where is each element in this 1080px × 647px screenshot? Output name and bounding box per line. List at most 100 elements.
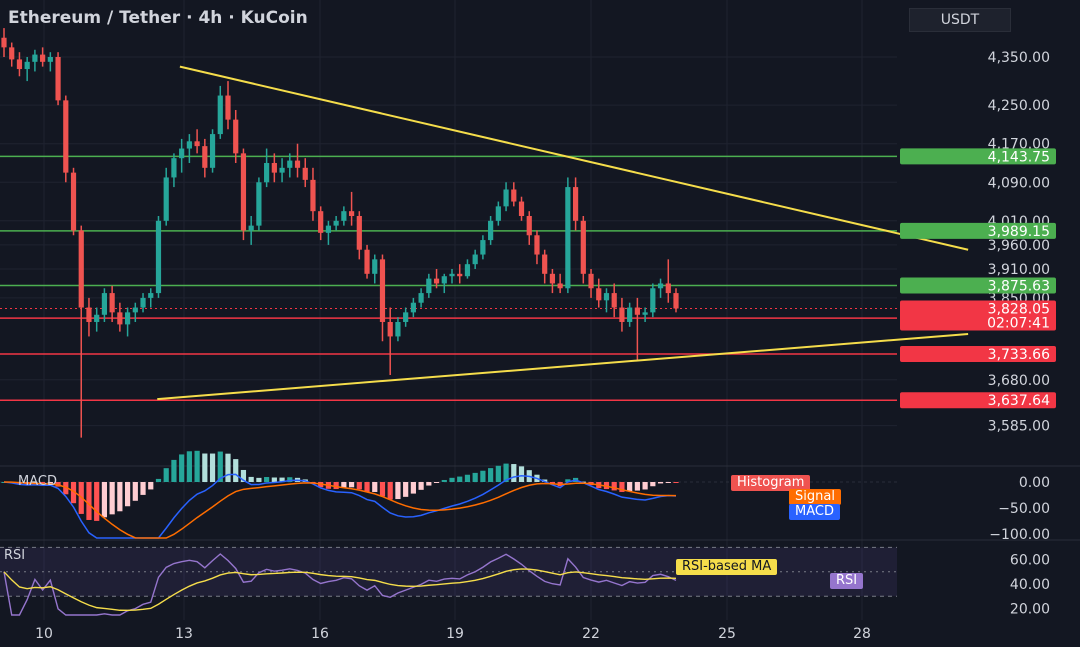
macd-histogram-bar bbox=[240, 469, 247, 482]
candle-body bbox=[140, 297, 146, 308]
macd-histogram-bar bbox=[627, 482, 633, 492]
rsi-ma-line bbox=[3, 568, 677, 612]
macd-histogram-bar bbox=[511, 464, 517, 482]
macd-histogram-bar bbox=[410, 482, 416, 494]
candle-body bbox=[634, 307, 640, 315]
candle-body bbox=[565, 187, 571, 289]
chart-title: Ethereum / Tether · 4h · KuCoin bbox=[8, 8, 308, 28]
macd-histogram-bar bbox=[186, 451, 192, 482]
candle-body bbox=[619, 307, 625, 322]
candle-body bbox=[148, 293, 154, 298]
macd-tick-label: 0.00 bbox=[1019, 475, 1050, 491]
level-tag-red: 3,637.64 bbox=[988, 393, 1050, 409]
macd-histogram-bar bbox=[457, 476, 463, 482]
candle-body bbox=[495, 206, 501, 221]
macd-histogram-bar bbox=[279, 477, 285, 482]
macd-title: MACD bbox=[18, 474, 57, 489]
macd-histogram-bar bbox=[209, 453, 216, 482]
candle-body bbox=[186, 141, 192, 149]
candle-body bbox=[403, 312, 409, 322]
macd-histogram-bar bbox=[47, 482, 53, 484]
level-tag-red-bg bbox=[900, 392, 1056, 409]
macd-histogram-bar bbox=[542, 479, 548, 482]
rsi-tick-label: 60.00 bbox=[1010, 553, 1050, 569]
macd-histogram-bar bbox=[155, 478, 162, 482]
macd-histogram-bar bbox=[650, 482, 656, 487]
candle-body bbox=[109, 293, 115, 313]
macd-histogram-bar bbox=[673, 482, 679, 483]
candle-body bbox=[318, 211, 324, 233]
candle-body bbox=[572, 187, 579, 221]
price-tick-label: 3,960.00 bbox=[988, 238, 1050, 254]
macd-histogram-bar bbox=[70, 482, 77, 504]
macd-histogram-bar bbox=[341, 482, 347, 488]
time-tick-label: 19 bbox=[446, 626, 464, 642]
time-tick-label: 10 bbox=[35, 626, 53, 642]
candle-body bbox=[511, 189, 517, 202]
price-tick-label: 3,585.00 bbox=[988, 419, 1050, 435]
candle-body bbox=[418, 293, 424, 303]
candle-body bbox=[611, 293, 617, 308]
macd-histogram-bar bbox=[264, 477, 270, 482]
macd-tick-label: −100.00 bbox=[989, 527, 1050, 543]
candle-body bbox=[387, 321, 393, 337]
candle-body bbox=[333, 220, 339, 226]
candle-body bbox=[472, 254, 478, 265]
macd-histogram-bar bbox=[634, 482, 640, 491]
macd-histogram-bar bbox=[333, 482, 339, 490]
legend-rsi: RSI bbox=[830, 573, 864, 589]
candle-body bbox=[372, 259, 378, 274]
macd-histogram-bar bbox=[109, 482, 115, 515]
candle-body bbox=[457, 273, 463, 277]
legend-histogram: Histogram bbox=[731, 475, 811, 491]
macd-histogram-bar bbox=[348, 482, 355, 488]
candle-body bbox=[356, 215, 362, 250]
macd-tick-label: −50.00 bbox=[998, 501, 1050, 517]
candle-body bbox=[209, 134, 216, 168]
price-tick-label: 4,090.00 bbox=[988, 175, 1050, 191]
macd-histogram-bar bbox=[488, 468, 494, 482]
candle-body bbox=[364, 249, 370, 274]
macd-histogram-bar bbox=[140, 482, 146, 495]
macd-histogram-bar bbox=[202, 453, 208, 482]
rsi-tick-label: 40.00 bbox=[1010, 577, 1050, 593]
macd-histogram-bar bbox=[163, 468, 169, 482]
macd-histogram-bar bbox=[619, 482, 625, 492]
candle-body bbox=[163, 177, 169, 221]
macd-histogram-bar bbox=[124, 482, 131, 507]
candle-body bbox=[395, 321, 401, 337]
rsi-line bbox=[3, 553, 677, 616]
level-tag-green: 3,875.63 bbox=[988, 279, 1050, 295]
macd-histogram-bar bbox=[611, 482, 617, 491]
candle-body bbox=[16, 59, 23, 70]
legend-rsi-ma: RSI-based MA bbox=[676, 559, 778, 575]
candle-body bbox=[549, 273, 556, 284]
level-tag-red: 3,733.66 bbox=[988, 347, 1050, 363]
candle-body bbox=[480, 240, 486, 255]
candle-body bbox=[542, 254, 548, 274]
level-tag-green-bg bbox=[900, 148, 1056, 165]
candle-body bbox=[264, 162, 270, 183]
candle-body bbox=[40, 54, 46, 62]
candle-body bbox=[557, 283, 563, 289]
price-tick-label: 4,250.00 bbox=[988, 98, 1050, 114]
macd-histogram-bar bbox=[171, 459, 177, 482]
macd-histogram-bar bbox=[94, 482, 100, 521]
candle-body bbox=[310, 179, 316, 212]
candle-body bbox=[449, 273, 455, 277]
trendline-upper bbox=[179, 65, 969, 251]
currency-selector[interactable]: USDT bbox=[909, 8, 1011, 32]
candle-body bbox=[294, 160, 301, 168]
candle-body bbox=[32, 54, 38, 62]
candle-body bbox=[534, 235, 540, 255]
candle-body bbox=[627, 307, 633, 322]
candle-body bbox=[124, 312, 131, 325]
candle-body bbox=[379, 259, 386, 322]
macd-histogram-bar bbox=[179, 454, 185, 482]
candle-body bbox=[256, 182, 262, 226]
macd-histogram-bar bbox=[657, 482, 664, 484]
candle-body bbox=[63, 100, 69, 173]
macd-histogram-bar bbox=[233, 459, 239, 482]
time-tick-label: 13 bbox=[175, 626, 193, 642]
